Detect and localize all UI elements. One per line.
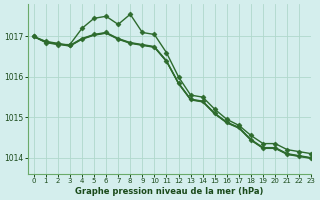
X-axis label: Graphe pression niveau de la mer (hPa): Graphe pression niveau de la mer (hPa)	[75, 187, 264, 196]
